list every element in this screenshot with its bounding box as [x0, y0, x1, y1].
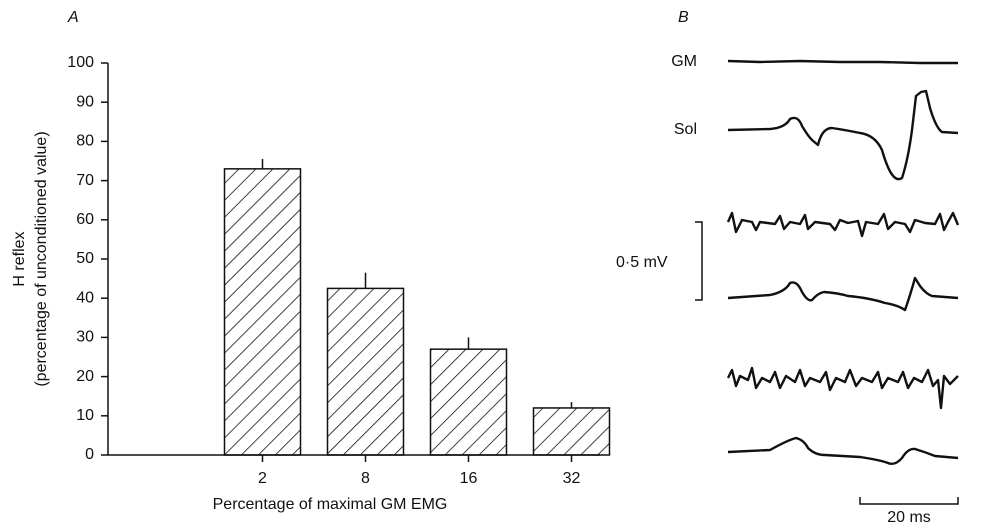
bar [223, 168, 302, 456]
y-tick-label: 10 [76, 407, 94, 424]
trace [727, 276, 959, 312]
x-tick-label: 2 [258, 470, 267, 487]
y-tick-label: 40 [76, 289, 94, 306]
trace [727, 436, 959, 466]
y-tick-label: 100 [67, 54, 94, 71]
x-tick-label: 32 [563, 470, 581, 487]
y-axis-label: H reflex [11, 231, 28, 286]
trace [726, 366, 959, 410]
y-axis-label: (percentage of unconditioned value) [33, 131, 50, 386]
scale-bar [695, 221, 703, 301]
y-tick-label: 0 [85, 446, 94, 463]
x-tick-label: 16 [460, 470, 478, 487]
y-tick-label: 60 [76, 211, 94, 228]
y-tick-label: 90 [76, 93, 94, 110]
bar [429, 348, 508, 456]
scale-label: 20 ms [887, 509, 931, 526]
bar [532, 407, 611, 456]
y-tick-label: 70 [76, 172, 94, 189]
trace-label: GM [671, 53, 697, 70]
y-tick-label: 20 [76, 368, 94, 385]
y-tick-label: 30 [76, 329, 94, 346]
y-tick-label: 80 [76, 133, 94, 150]
y-tick-label: 50 [76, 250, 94, 267]
trace [727, 59, 958, 65]
trace-label: Sol [674, 121, 697, 138]
scale-label: 0·5 mV [616, 254, 668, 271]
x-axis-label: Percentage of maximal GM EMG [213, 496, 448, 513]
bar [326, 287, 405, 456]
scale-bar [859, 497, 959, 505]
trace [727, 89, 959, 181]
x-tick-label: 8 [361, 470, 370, 487]
trace [726, 211, 960, 238]
panel-label: A [67, 9, 79, 26]
panel-label: B [678, 9, 689, 26]
